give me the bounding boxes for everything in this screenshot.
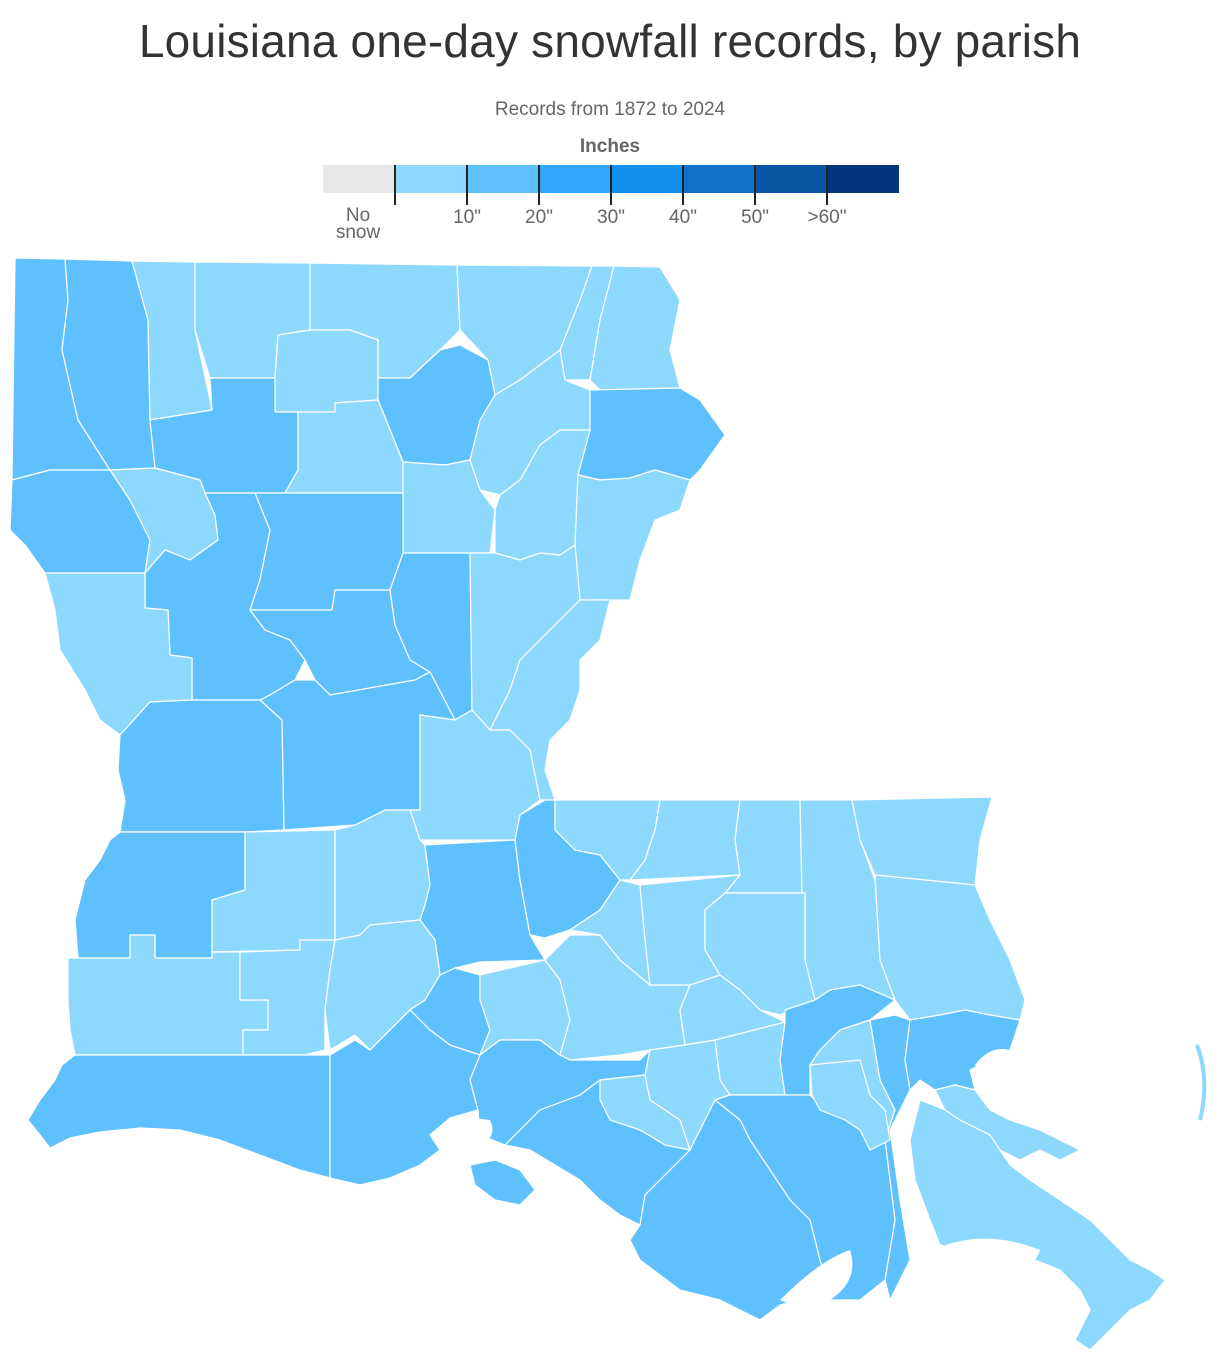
parish-cameron[interactable] [27, 1054, 331, 1179]
parish-tensas[interactable] [574, 469, 691, 601]
legend-tick [826, 165, 828, 205]
parish-vernon[interactable] [117, 699, 285, 833]
legend-tick [682, 165, 684, 205]
parish-madison[interactable] [577, 387, 726, 481]
legend-title: Inches [579, 136, 641, 157]
legend-tick [754, 165, 756, 205]
legend-swatch-40-50 [683, 165, 755, 193]
legend-swatch-0-10 [395, 165, 467, 193]
legend-tick [394, 165, 396, 205]
parish-st-charles-south[interactable] [809, 1059, 891, 1151]
parish-st-mary-east[interactable] [599, 1074, 691, 1151]
legend-label-20: 20" [525, 207, 553, 228]
parish-lincoln[interactable] [274, 329, 379, 413]
parish-orleans[interactable] [904, 1009, 1021, 1091]
legend-swatch-20-30 [539, 165, 611, 193]
legend-label-50: 50" [741, 207, 769, 228]
legend-label-30: 30" [597, 207, 625, 228]
terrebonne-bay [780, 1250, 853, 1305]
chart-subtitle: Records from 1872 to 2024 [494, 99, 726, 120]
lake-pontchartrain [975, 1049, 1014, 1090]
parish-washington[interactable] [851, 796, 993, 886]
chandeleur-islands [1195, 1044, 1207, 1121]
legend-swatch-no-snow [323, 165, 395, 193]
louisiana-parish-map [9, 257, 1207, 1351]
vermilion-bay [430, 1119, 493, 1150]
parish-marsh-island[interactable] [469, 1159, 536, 1206]
parish-terrebonne[interactable] [629, 1099, 831, 1321]
legend-tick [538, 165, 540, 205]
chart-title: Louisiana one-day snowfall records, by p… [138, 15, 1082, 67]
legend-swatch-10-20 [467, 165, 539, 193]
parish-st-tammany[interactable] [874, 874, 1026, 1021]
legend-swatch-30-40 [611, 165, 683, 193]
legend-bar [323, 165, 899, 193]
legend-tick [466, 165, 468, 205]
legend-tick [610, 165, 612, 205]
parish-jefferson-davis[interactable] [239, 939, 336, 1056]
barataria-bay [945, 1238, 1040, 1273]
legend-label-no-snow: No snow [335, 205, 381, 243]
legend-label-40: 40" [669, 207, 697, 228]
legend-swatch-over-60 [827, 165, 899, 193]
legend-swatch-50-60 [755, 165, 827, 193]
legend-label-10: 10" [453, 207, 481, 228]
lake-borgne [1030, 1050, 1110, 1100]
color-legend: No snow 10" 20" 30" 40" 50" >60" [323, 165, 899, 242]
legend-label-over-60: >60" [807, 207, 847, 228]
